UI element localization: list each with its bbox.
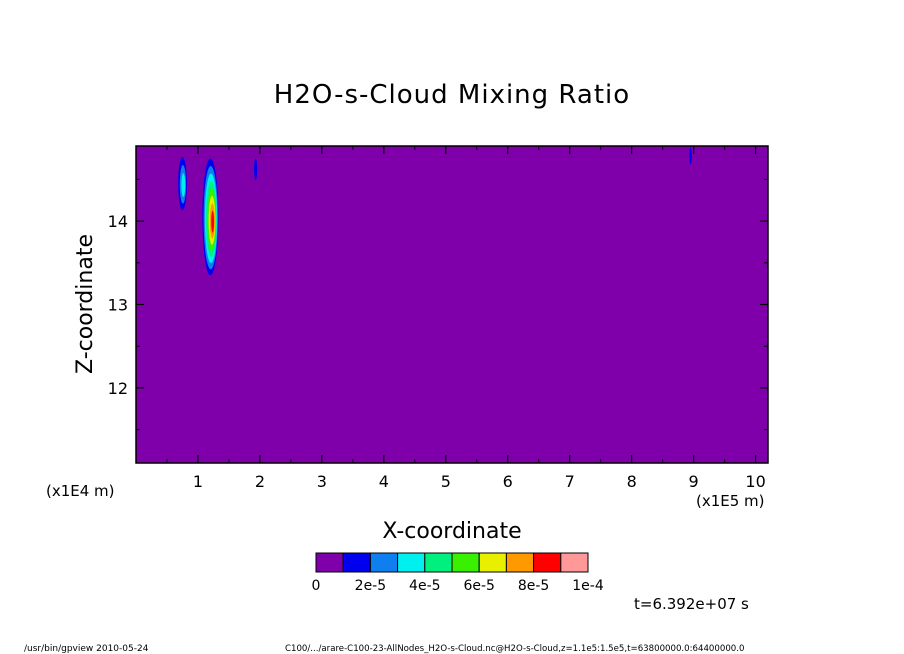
x-tick-label: 3 <box>317 472 327 491</box>
x-tick-label: 4 <box>379 472 389 491</box>
colorbar-label: 8e-5 <box>518 578 549 594</box>
colorbar-swatch <box>478 552 507 573</box>
colorbar-swatch <box>369 552 399 573</box>
y-tick-label: 13 <box>108 296 128 315</box>
x-tick-label: 1 <box>193 472 203 491</box>
colorbar-swatch <box>533 552 562 573</box>
colorbar-label: 1e-4 <box>572 578 604 594</box>
colorbar-label: 2e-5 <box>355 578 386 594</box>
cloud-features <box>178 147 692 276</box>
colorbar-swatch <box>397 552 426 573</box>
y-tick-label: 12 <box>108 379 128 398</box>
x-tick-label: 9 <box>689 472 699 491</box>
plot-background <box>136 146 768 463</box>
colorbar-label: 0 <box>312 578 321 594</box>
y-tick-label: 14 <box>108 212 128 231</box>
colorbar-swatch <box>451 552 480 573</box>
contour-level <box>254 158 258 181</box>
chart-title: H2O-s-Cloud Mixing Ratio <box>274 80 630 110</box>
x-tick-label: 7 <box>565 472 575 491</box>
x-tick-label: 6 <box>503 472 513 491</box>
x-unit-label: (x1E5 m) <box>696 492 765 510</box>
colorbar-swatch <box>505 552 535 573</box>
colorbar-swatch <box>424 552 453 573</box>
colorbar <box>315 552 589 573</box>
footer-right: C100/.../arare-C100-23-AllNodes_H2O-s-Cl… <box>285 644 744 654</box>
time-label: t=6.392e+07 s <box>634 595 749 613</box>
colorbar-swatch <box>315 552 344 573</box>
contour-level <box>181 173 186 197</box>
colorbar-swatch <box>560 552 589 573</box>
x-tick-label: 5 <box>441 472 451 491</box>
y-axis-label: Z-coordinate <box>73 234 98 374</box>
colorbar-swatch <box>342 552 371 573</box>
colorbar-labels: 0 2e-5 4e-5 6e-5 8e-5 1e-4 <box>312 578 604 594</box>
colorbar-label: 6e-5 <box>463 578 494 594</box>
footer-left: /usr/bin/gpview 2010-05-24 <box>24 644 149 654</box>
x-axis-ticks: 1 2 3 4 5 6 7 8 9 10 <box>166 146 766 491</box>
contour-level <box>211 210 215 233</box>
contour-level <box>689 147 692 165</box>
x-tick-label: 10 <box>745 472 765 491</box>
y-axis-ticks: 12 13 14 <box>108 178 768 431</box>
y-unit-label: (x1E4 m) <box>46 482 115 500</box>
x-tick-label: 8 <box>627 472 637 491</box>
x-axis-label: X-coordinate <box>382 519 521 544</box>
x-tick-label: 2 <box>255 472 265 491</box>
colorbar-label: 4e-5 <box>409 578 440 594</box>
